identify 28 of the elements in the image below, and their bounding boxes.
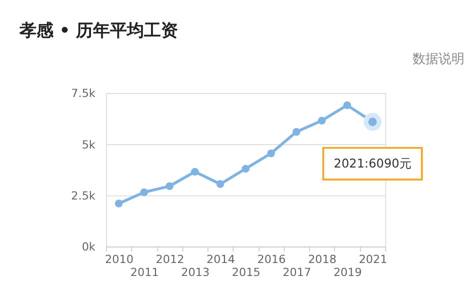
x-tick-label: 2016	[257, 252, 286, 266]
annotation: 2021:6090元	[334, 156, 412, 170]
x-tick-label: 2015	[232, 266, 260, 279]
y-tick-label: 2.5k	[71, 190, 96, 203]
point	[140, 188, 148, 196]
x-tick-label: 2013	[181, 266, 210, 279]
x-tick-label: 2019	[333, 266, 362, 279]
x-tick-label: 2017	[282, 266, 312, 279]
point	[166, 182, 174, 190]
x-tick-label: 2014	[206, 252, 235, 266]
y-tick-label: 5k	[82, 138, 96, 152]
point	[267, 149, 275, 158]
text: 数据说明	[412, 52, 464, 68]
point	[292, 128, 300, 136]
x-tick-label: 2021	[358, 252, 388, 266]
x-tick-label: 2012	[156, 252, 184, 266]
point	[114, 200, 123, 208]
point	[216, 180, 224, 188]
point	[318, 116, 326, 124]
point	[191, 168, 199, 176]
y-tick-label: 7.5k	[71, 87, 96, 100]
y-tick-label: 0k	[82, 240, 96, 254]
x-tick-label: 2018	[308, 252, 336, 266]
x-tick-label: 2010	[105, 252, 134, 266]
point	[343, 101, 352, 110]
chart-title: 孝感 • 历年平均工资	[18, 20, 178, 40]
point	[242, 164, 250, 173]
x-tick-label: 2011	[130, 266, 159, 279]
